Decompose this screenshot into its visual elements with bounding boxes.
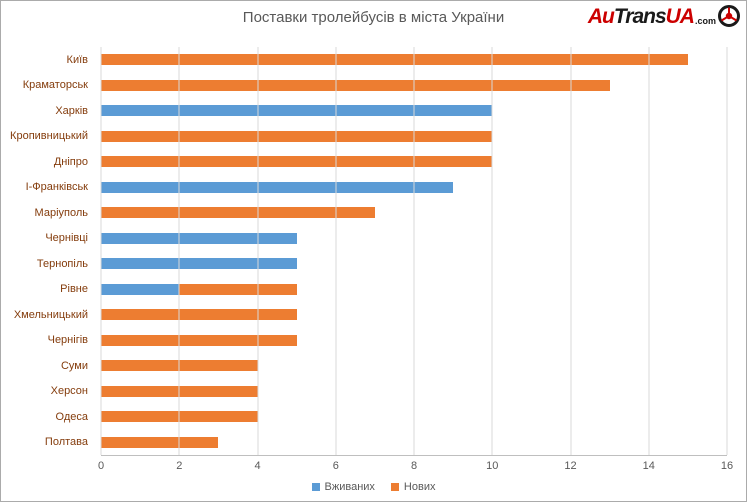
x-tick-label: 2 bbox=[176, 460, 183, 472]
category-label: Чернівці bbox=[45, 232, 88, 245]
bar-row bbox=[101, 200, 727, 226]
bar-segment-Вживаних bbox=[101, 283, 180, 295]
chart-title: Поставки тролейбусів в міста України bbox=[242, 9, 505, 26]
category-label: Краматорськ bbox=[22, 79, 88, 92]
bar-segment-Вживаних bbox=[101, 258, 297, 270]
logo: Au Trans UA .com bbox=[588, 5, 740, 27]
logo-text-part3: UA bbox=[665, 4, 695, 28]
category-label: Маріуполь bbox=[34, 206, 88, 219]
x-tick-label: 4 bbox=[254, 460, 261, 472]
legend: Вживаних Нових bbox=[1, 481, 746, 493]
category-label: Харків bbox=[55, 104, 88, 117]
bar-segment-Нових bbox=[101, 207, 375, 219]
category-label: Кропивницький bbox=[10, 130, 88, 143]
bar-segment-Вживаних bbox=[101, 181, 454, 193]
legend-label: Вживаних bbox=[324, 481, 375, 493]
bar-row bbox=[101, 277, 727, 303]
x-tick-label: 6 bbox=[332, 460, 339, 472]
bar-segment-Вживаних bbox=[101, 105, 493, 117]
legend-item: Нових bbox=[390, 481, 436, 493]
value-axis: 0 2 4 6 8 10 12 14 16 bbox=[97, 460, 733, 474]
category-label: Київ bbox=[66, 53, 88, 66]
gridline bbox=[178, 47, 180, 455]
bar bbox=[101, 283, 727, 295]
bar bbox=[101, 79, 727, 91]
bar bbox=[101, 436, 727, 448]
bar bbox=[101, 207, 727, 219]
category-label: Дніпро bbox=[53, 155, 88, 168]
bar bbox=[101, 181, 727, 193]
bar-row bbox=[101, 226, 727, 252]
category-axis: Київ Краматорськ Харків Кропивницький Дніпро… bbox=[1, 47, 95, 455]
bar-segment-Нових bbox=[101, 334, 297, 346]
bar-row bbox=[101, 73, 727, 99]
bar-row bbox=[101, 98, 727, 124]
logo-text-part2: Trans bbox=[613, 4, 667, 28]
category-label: Хмельницький bbox=[13, 308, 88, 321]
x-tick-label: 8 bbox=[410, 460, 418, 472]
gridline bbox=[100, 47, 102, 455]
bar-row bbox=[101, 251, 727, 277]
gridline bbox=[570, 47, 571, 455]
bar-segment-Нових bbox=[101, 436, 219, 448]
bar bbox=[101, 232, 727, 244]
category-label: І-Франківськ bbox=[25, 181, 88, 194]
gridline bbox=[335, 47, 337, 455]
category-label: Суми bbox=[60, 359, 88, 372]
bar bbox=[101, 156, 727, 168]
wheel-icon bbox=[718, 5, 740, 27]
x-tick-label: 12 bbox=[564, 460, 577, 472]
bar-row bbox=[101, 328, 727, 354]
bar-segment-Нових bbox=[101, 309, 297, 321]
bar bbox=[101, 309, 727, 321]
logo-text-suffix: .com bbox=[694, 16, 716, 26]
category-label: Херсон bbox=[50, 385, 88, 398]
bar bbox=[101, 334, 727, 346]
gridline bbox=[648, 47, 650, 455]
plot-area bbox=[100, 47, 728, 456]
bar bbox=[101, 258, 727, 270]
category-label: Тернопіль bbox=[36, 257, 88, 270]
logo-text-part1: Au bbox=[587, 4, 615, 28]
x-tick-label: 16 bbox=[720, 460, 734, 472]
bar-segment-Нових bbox=[179, 283, 297, 295]
bar-segment-Нових bbox=[101, 156, 493, 168]
gridline bbox=[491, 47, 493, 455]
gridline bbox=[257, 47, 258, 455]
x-tick-label: 0 bbox=[97, 460, 105, 472]
category-label: Чернігів bbox=[47, 334, 88, 347]
category-label: Рівне bbox=[60, 283, 88, 296]
category-label: Полтава bbox=[44, 436, 88, 449]
bar-row bbox=[101, 149, 727, 175]
legend-item: Вживаних bbox=[311, 481, 375, 493]
x-tick-label: 10 bbox=[486, 460, 499, 472]
bar-row bbox=[101, 175, 727, 201]
legend-label: Нових bbox=[403, 481, 436, 493]
bar bbox=[101, 130, 727, 142]
bar bbox=[101, 54, 727, 66]
gridline bbox=[726, 47, 728, 455]
legend-swatch bbox=[390, 483, 399, 491]
bar-segment-Нових bbox=[101, 54, 688, 66]
legend-swatch bbox=[311, 483, 320, 491]
gridline bbox=[413, 47, 415, 455]
bar-segment-Нових bbox=[101, 79, 610, 91]
category-label: Одеса bbox=[55, 410, 88, 423]
bar-row bbox=[101, 430, 727, 456]
x-tick-label: 14 bbox=[642, 460, 655, 472]
bar-segment-Нових bbox=[101, 130, 493, 142]
bar bbox=[101, 105, 727, 117]
bar-segment-Вживаних bbox=[101, 232, 297, 244]
bar-row bbox=[101, 124, 727, 150]
bar-row bbox=[101, 47, 727, 73]
bar-row bbox=[101, 302, 727, 328]
